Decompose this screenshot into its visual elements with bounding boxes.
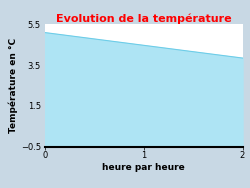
X-axis label: heure par heure: heure par heure (102, 163, 185, 172)
Y-axis label: Température en °C: Température en °C (8, 38, 18, 133)
Title: Evolution de la température: Evolution de la température (56, 13, 232, 24)
